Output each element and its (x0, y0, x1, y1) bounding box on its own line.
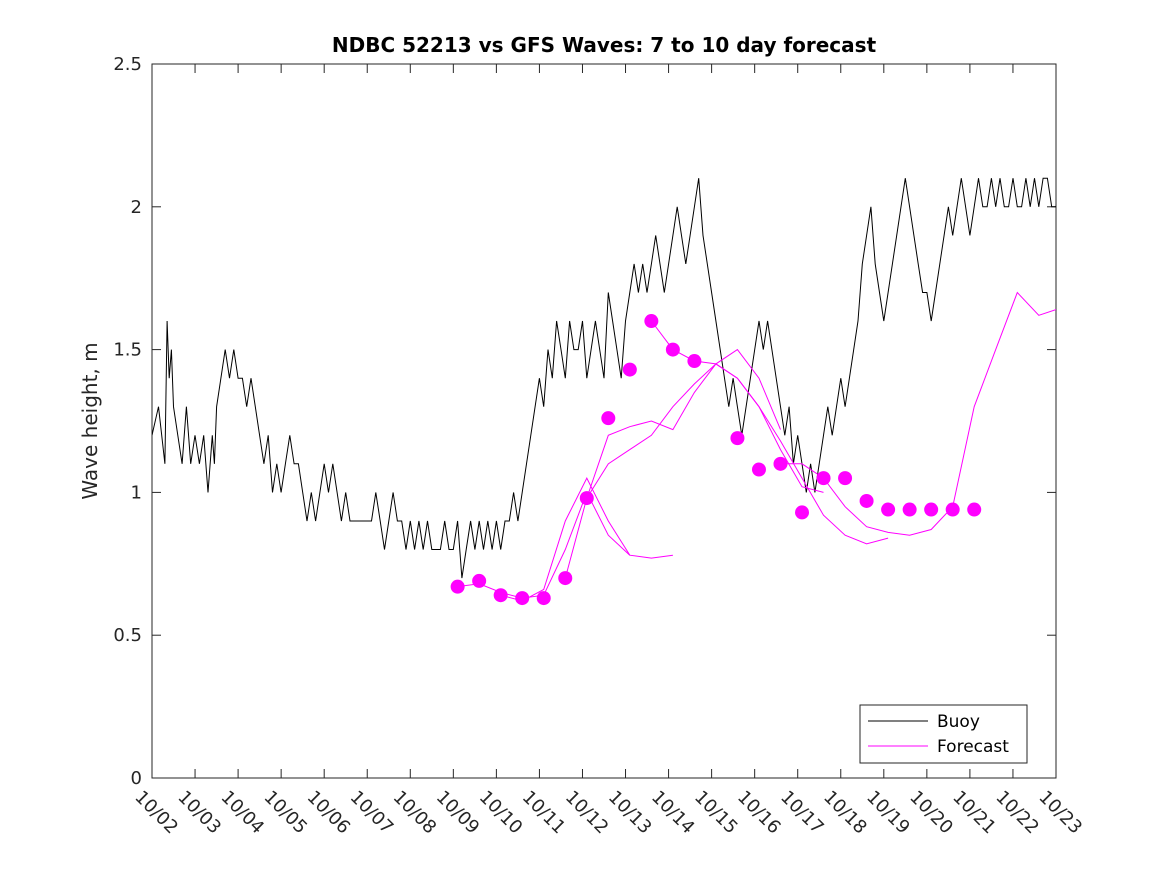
forecast-marker (795, 505, 810, 520)
forecast-line (564, 348, 781, 579)
forecast-marker (601, 411, 616, 426)
y-axis-label: Wave height, m (78, 342, 102, 499)
y-tick-label: 0.5 (113, 625, 142, 646)
forecast-marker (515, 591, 530, 606)
plot-series-group (152, 177, 1056, 606)
buoy-line (152, 177, 1056, 579)
forecast-marker (493, 588, 508, 603)
forecast-marker (579, 491, 594, 506)
forecast-marker (773, 456, 788, 471)
forecast-marker (924, 502, 939, 517)
y-tick-label: 1.5 (113, 340, 142, 361)
forecast-marker (558, 571, 573, 586)
forecast-marker (622, 362, 637, 377)
y-tick-label: 2 (131, 197, 142, 218)
forecast-marker (902, 502, 917, 517)
legend-buoy-label: Buoy (937, 712, 980, 732)
forecast-line (500, 476, 673, 602)
plot-area: 00.511.522.510/0210/0310/0410/0510/0610/… (113, 54, 1086, 838)
forecast-marker (536, 591, 551, 606)
chart-title: NDBC 52213 vs GFS Waves: 7 to 10 day for… (332, 33, 877, 57)
forecast-marker (751, 462, 766, 477)
legend: Buoy Forecast (859, 704, 1028, 764)
forecast-marker (665, 342, 680, 357)
forecast-marker (881, 502, 896, 517)
forecast-marker (816, 471, 831, 486)
legend-forecast-label: Forecast (937, 737, 1009, 757)
legend-box (859, 704, 1028, 764)
forecast-marker (472, 573, 487, 588)
y-tick-label: 2.5 (113, 54, 142, 75)
forecast-marker (945, 502, 960, 517)
forecast-marker (967, 502, 982, 517)
forecast-marker (687, 354, 702, 369)
forecast-marker (859, 493, 874, 508)
forecast-marker (644, 314, 659, 329)
forecast-marker (450, 579, 465, 594)
forecast-line (586, 363, 824, 499)
forecast-marker (730, 431, 745, 446)
y-tick-label: 0 (131, 768, 142, 789)
forecast-marker (838, 471, 853, 486)
y-tick-label: 1 (131, 482, 142, 503)
